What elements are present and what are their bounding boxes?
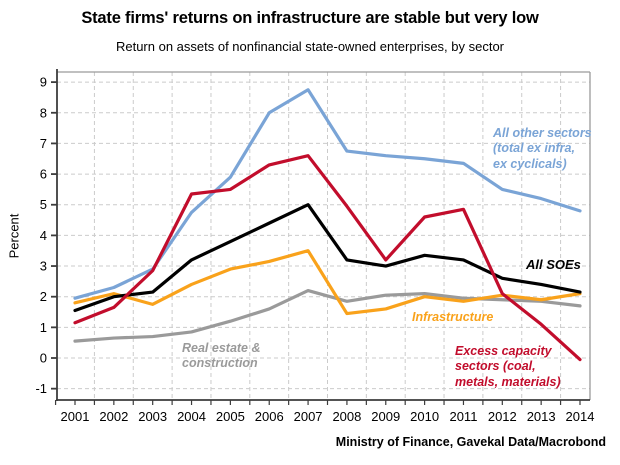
svg-text:2007: 2007: [294, 409, 323, 424]
svg-text:2004: 2004: [177, 409, 206, 424]
annotation-infrastructure: Infrastructure: [412, 310, 494, 324]
source-credit: Ministry of Finance, Gavekal Data/Macrob…: [335, 435, 606, 449]
svg-text:2008: 2008: [332, 409, 361, 424]
annotation-real-estate: Real estate & construction: [182, 341, 261, 371]
y-axis-title: Percent: [6, 213, 22, 259]
svg-text:2013: 2013: [527, 409, 556, 424]
svg-text:2001: 2001: [61, 409, 90, 424]
svg-text:7: 7: [40, 136, 47, 151]
annotation-all-other-sectors: All other sectors (total ex infra, ex cy…: [493, 126, 592, 171]
svg-text:3: 3: [40, 259, 47, 274]
page-title: State firms' returns on infrastructure a…: [81, 9, 539, 27]
svg-text:2012: 2012: [488, 409, 517, 424]
annotation-excess-capacity: Excess capacity sectors (coal, metals, m…: [455, 344, 561, 389]
svg-text:4: 4: [40, 228, 47, 243]
annotation-all-soes: All SOEs: [526, 257, 581, 272]
page-subtitle: Return on assets of nonfinancial state-o…: [115, 39, 505, 54]
svg-text:0: 0: [40, 351, 47, 366]
svg-text:2: 2: [40, 289, 47, 304]
svg-text:2009: 2009: [371, 409, 400, 424]
svg-text:5: 5: [40, 197, 47, 212]
svg-text:1: 1: [40, 320, 47, 335]
svg-text:6: 6: [40, 167, 47, 182]
svg-text:2002: 2002: [99, 409, 128, 424]
svg-text:2005: 2005: [216, 409, 245, 424]
svg-text:-1: -1: [35, 381, 47, 396]
svg-text:2011: 2011: [449, 409, 477, 424]
svg-text:8: 8: [40, 105, 47, 120]
svg-text:9: 9: [40, 75, 47, 90]
svg-text:2014: 2014: [566, 409, 595, 424]
svg-text:2006: 2006: [255, 409, 284, 424]
svg-text:2003: 2003: [138, 409, 167, 424]
svg-text:2010: 2010: [410, 409, 439, 424]
